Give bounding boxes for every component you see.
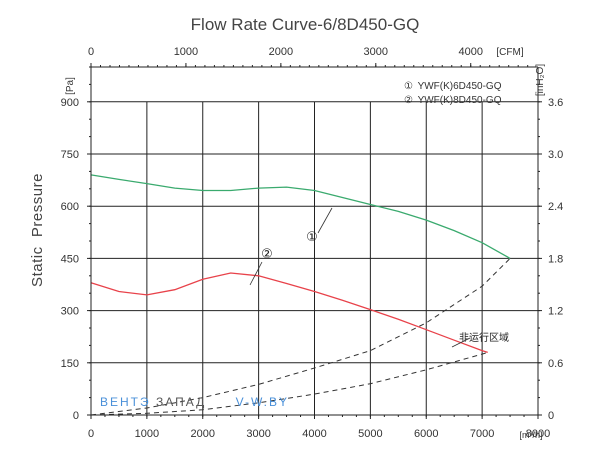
series-layer	[90, 174, 511, 354]
y-tick-label: 300	[61, 306, 79, 318]
x-tick-label: 2000	[191, 428, 215, 440]
x-tick-label: 5000	[358, 428, 382, 440]
x-tick-label: 4000	[302, 428, 326, 440]
x-unit-top: [CFM]	[496, 47, 523, 58]
y-axis-title: Static Pressure	[29, 173, 46, 287]
legend: ① YWF(K)6D450-GQ ② YWF(K)8D450-GQ	[404, 81, 502, 106]
legend-label-2: YWF(K)8D450-GQ	[418, 95, 502, 106]
legend-label-1: YWF(K)6D450-GQ	[418, 81, 502, 92]
annotation-leader	[451, 337, 471, 348]
series-line	[90, 272, 488, 354]
y-tick-label: 600	[61, 201, 79, 213]
watermark-part-2: ЗАПАД	[156, 395, 206, 409]
series-1-leader	[317, 207, 333, 234]
right-tick-label: 3.6	[548, 97, 563, 109]
top-tick-label: 3000	[364, 46, 388, 58]
legend-marker-1: ①	[404, 81, 413, 92]
boundary-curve	[90, 258, 511, 416]
top-tick-label: 0	[88, 46, 94, 58]
watermark-text: ВЕНТЭ ЗАПАД V-W.BY	[100, 395, 289, 409]
right-tick-label: 0.6	[548, 358, 563, 370]
watermark-part-1: ВЕНТЭ	[100, 395, 151, 409]
annotation-non-operating-zone: 非运行区域	[459, 331, 509, 344]
top-tick-label: 2000	[269, 46, 293, 58]
x-unit-bottom: [m³/h]	[519, 430, 542, 440]
right-tick-label: 1.2	[548, 306, 563, 318]
chart-title: Flow Rate Curve-6/8D450-GQ	[191, 15, 420, 34]
y-unit-right: [inH₂O]	[535, 64, 546, 96]
x-tick-label: 3000	[246, 428, 270, 440]
x-tick-label: 8000	[526, 428, 550, 440]
series-2-marker: ②	[261, 247, 273, 262]
y-tick-label: 750	[61, 149, 79, 161]
y-tick-label: 150	[61, 358, 79, 370]
series-line	[90, 174, 511, 259]
x-tick-label: 1000	[135, 428, 159, 440]
series-2-leader	[249, 261, 263, 286]
right-tick-label: 1.8	[548, 253, 563, 265]
y-unit-left: [Pa]	[65, 77, 76, 95]
non-operating-boundary	[90, 258, 511, 416]
series-1-marker: ①	[306, 230, 318, 245]
axis-layer: 0 1000 2000 3000 4000 5000 6000 7000 80000150300…	[61, 46, 564, 440]
top-tick-label: 1000	[174, 46, 198, 58]
y-tick-label: 450	[61, 253, 79, 265]
y-tick-label: 900	[61, 97, 79, 109]
x-tick-label: 0	[88, 428, 94, 440]
grid-layer	[91, 101, 538, 416]
y-tick-label: 0	[73, 410, 79, 422]
legend-item-2: ② YWF(K)8D450-GQ	[404, 95, 502, 106]
x-tick-label: 6000	[414, 428, 438, 440]
right-tick-label: 3.0	[548, 149, 563, 161]
legend-item-1: ① YWF(K)6D450-GQ	[404, 81, 502, 92]
right-tick-label: 0	[548, 410, 554, 422]
x-tick-label: 7000	[470, 428, 494, 440]
top-tick-label: 4000	[458, 46, 482, 58]
legend-marker-2: ②	[404, 95, 413, 106]
watermark: ВЕНТЭ ЗАПАД V-W.BY	[100, 395, 289, 409]
right-tick-label: 2.4	[548, 201, 563, 213]
watermark-part-3: V-W.BY	[236, 395, 289, 409]
boundary-curve	[90, 351, 488, 416]
